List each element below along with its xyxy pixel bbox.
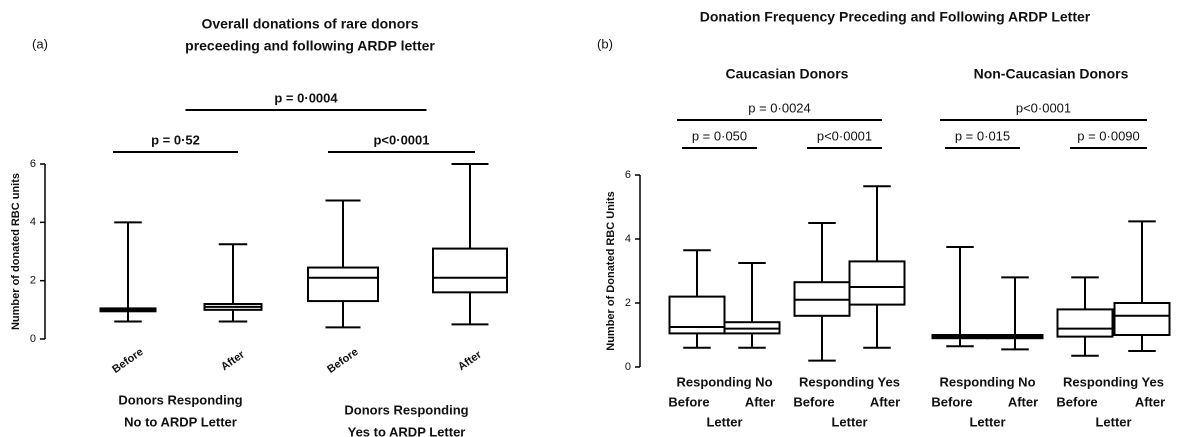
section-title: Non-Caucasian Donors [974,66,1129,82]
group-label: Letter [706,414,742,429]
y-tick-label: 2 [625,297,631,309]
chart-title: Donation Frequency Preceding and Followi… [700,9,1091,25]
chart-title: Overall donations of rare donors [201,16,418,32]
section-title: Caucasian Donors [726,66,849,82]
panel-label: (b) [597,36,613,51]
x-tick-label: After [870,394,900,409]
x-tick-label: Before [325,346,360,376]
panel-label: (a) [32,36,48,51]
group-label: Responding Yes [1063,374,1164,389]
p-value: p = 0·0004 [274,90,338,105]
x-tick-label: Before [1056,394,1097,409]
box [848,260,906,306]
group-label: Donors Responding [118,392,242,407]
x-tick-label: After [745,394,775,409]
p-value: p<0·0001 [373,132,429,147]
y-tick-label: 6 [625,169,631,181]
x-tick-label: After [456,348,484,373]
x-tick-label: After [1008,394,1038,409]
x-tick-label: Before [931,394,972,409]
p-value: p = 0·52 [151,132,200,147]
group-label: Letter [831,414,867,429]
p-value: p = 0·0024 [748,100,811,115]
chart-title: preceeding and following ARDP letter [185,38,435,54]
y-tick-label: 0 [30,333,36,345]
group-label: Yes to ARDP Letter [348,424,466,437]
x-tick-label: After [219,348,247,373]
y-axis-label: Number of Donated RBC Units [605,191,617,351]
y-tick-label: 4 [30,216,36,228]
group-label: Letter [1095,414,1131,429]
x-tick-label: Before [110,346,145,376]
box [307,266,379,303]
group-label: Responding Yes [799,374,900,389]
group-label: Responding No [939,374,1035,389]
x-tick-label: After [1135,394,1165,409]
p-value: p<0·0001 [817,128,872,143]
x-tick-label: Before [793,394,834,409]
x-tick-label: Before [668,394,709,409]
y-tick-label: 4 [625,233,631,245]
box [1113,302,1171,336]
y-axis-label: Number of donated RBC units [10,173,22,330]
p-value: p<0·0001 [1016,100,1071,115]
group-label: Letter [969,414,1005,429]
y-tick-label: 6 [30,158,36,170]
p-value: p = 0·0090 [1077,128,1140,143]
box [1056,308,1114,338]
p-value: p = 0·015 [955,128,1010,143]
y-tick-label: 2 [30,275,36,287]
box [432,247,508,294]
y-tick-label: 0 [625,361,631,373]
group-label: Donors Responding [344,402,468,417]
p-value: p = 0·050 [692,128,747,143]
group-label: Responding No [676,374,772,389]
group-label: No to ARDP Letter [124,414,237,429]
